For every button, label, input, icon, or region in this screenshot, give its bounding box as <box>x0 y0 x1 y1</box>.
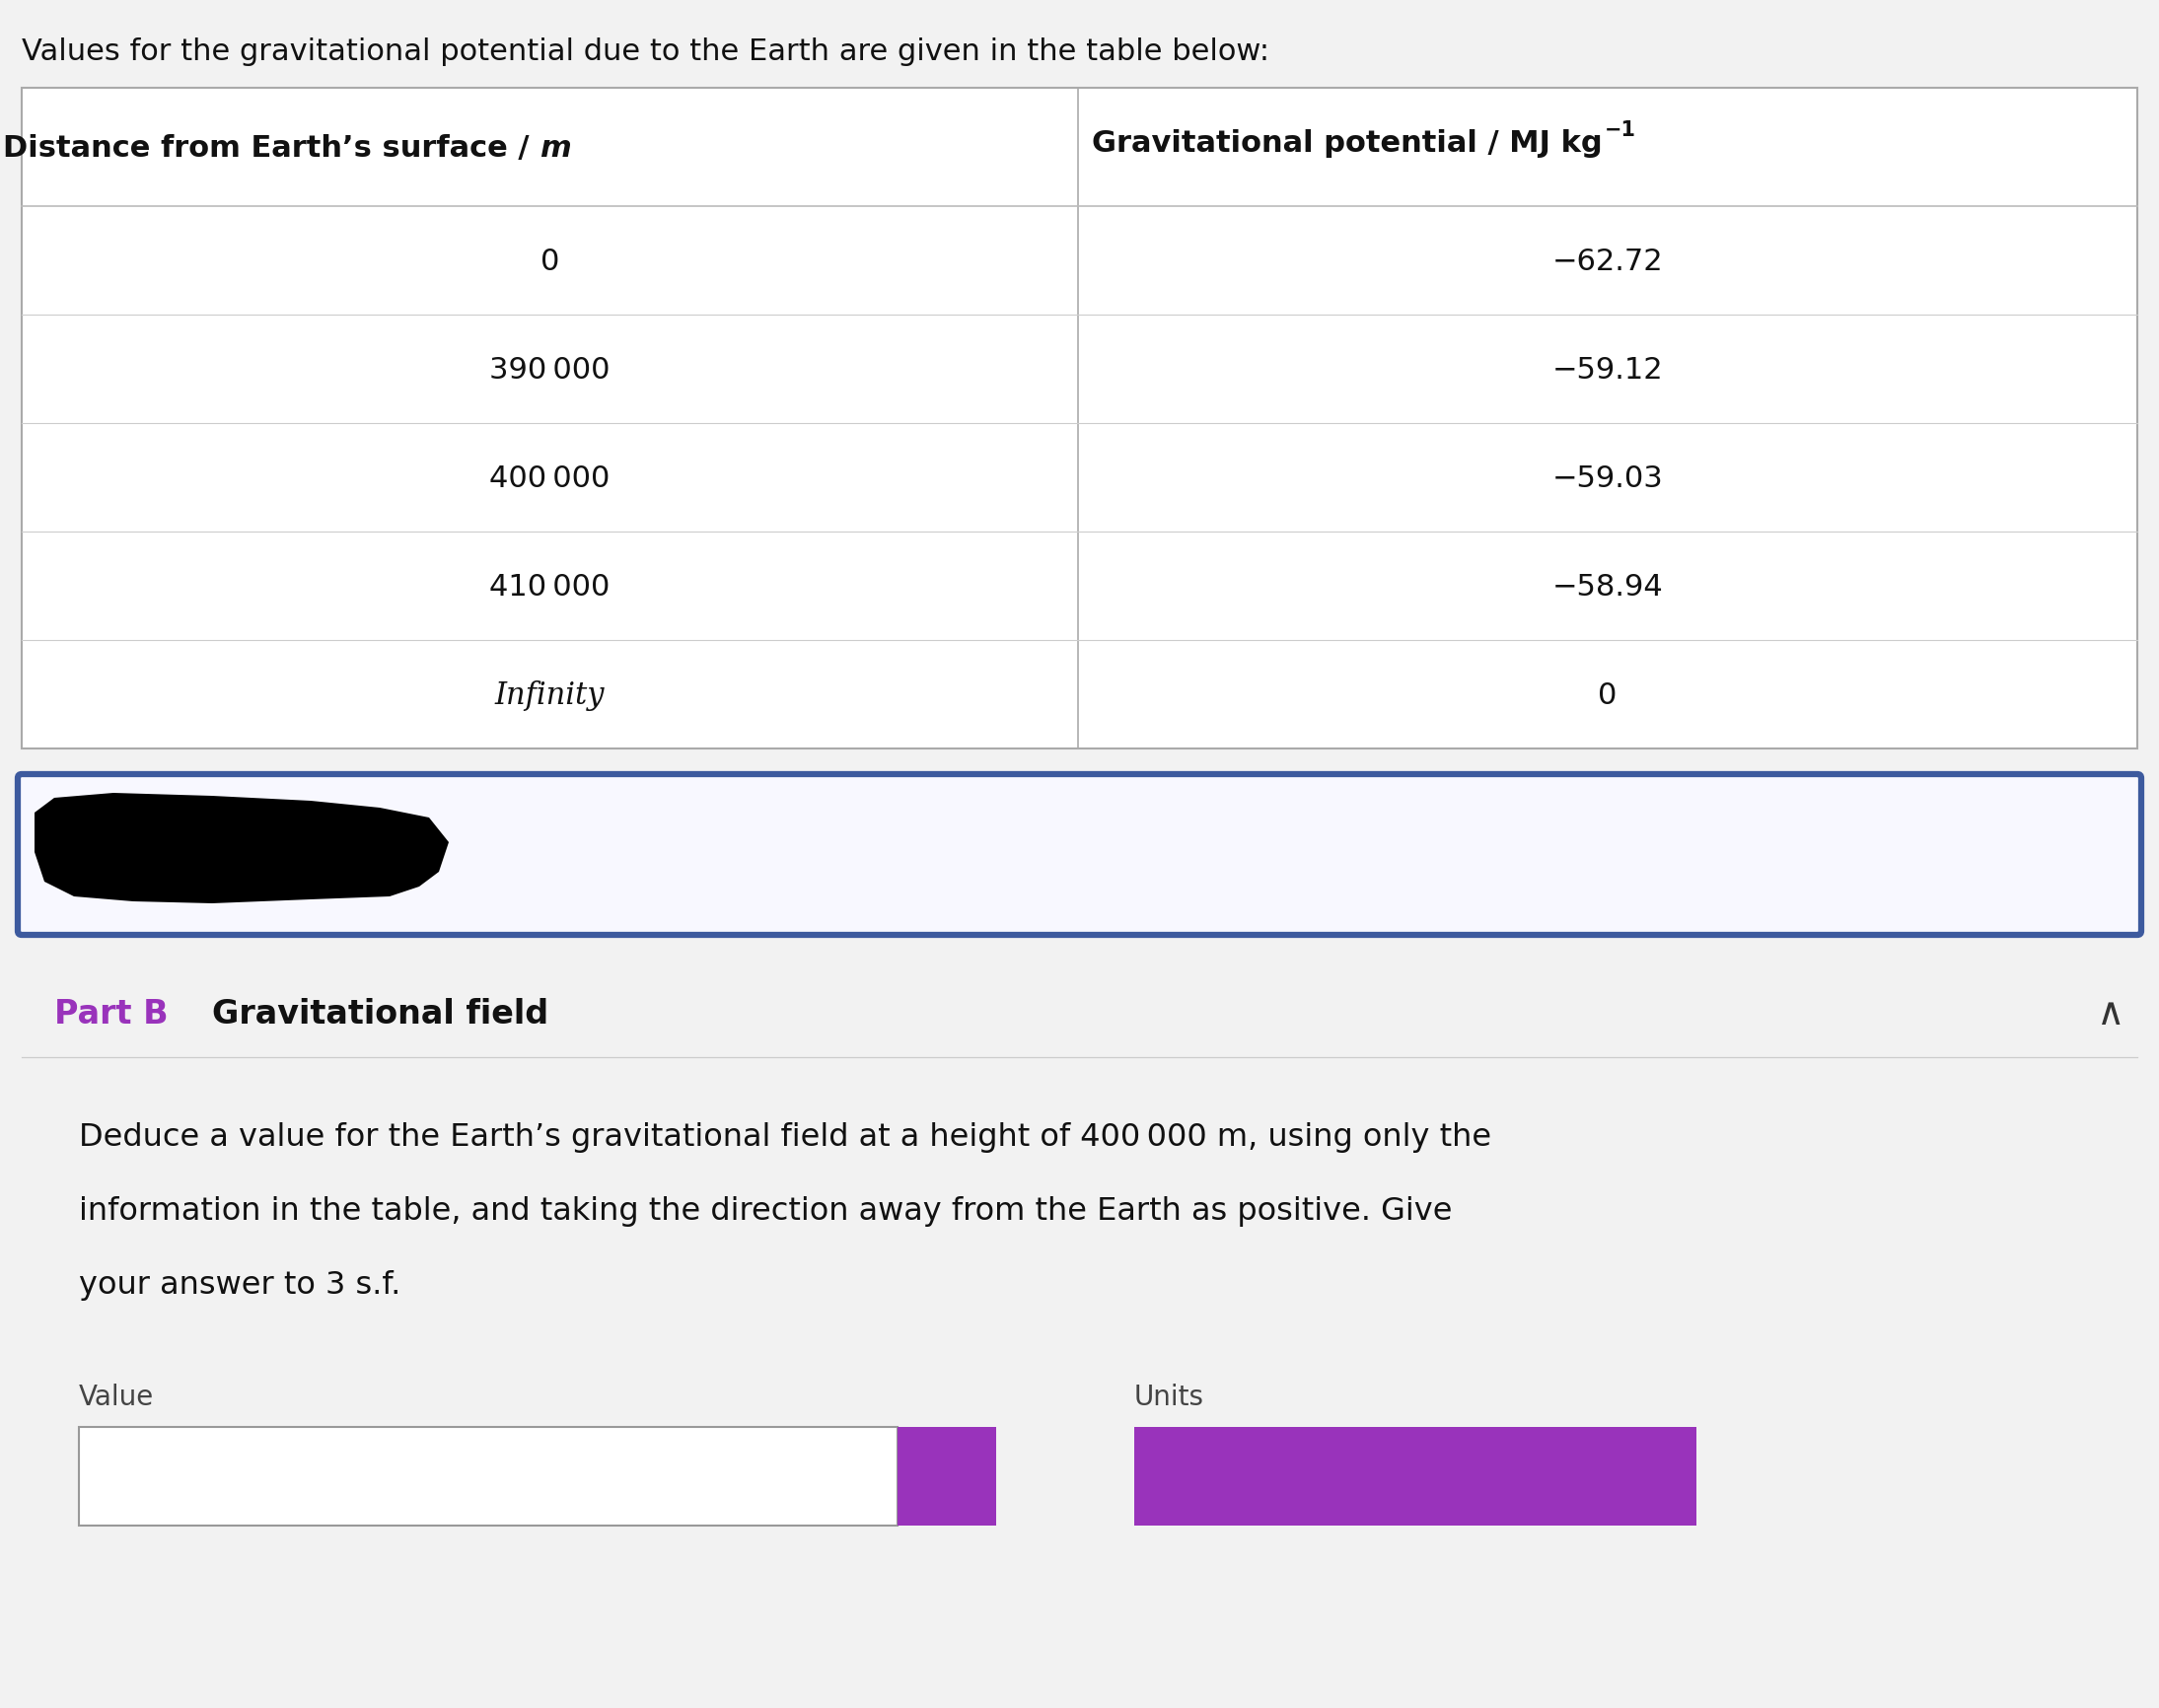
Bar <box>898 1428 995 1525</box>
Text: −1: −1 <box>1604 120 1637 140</box>
Text: Units: Units <box>1133 1383 1205 1411</box>
Text: Value: Value <box>80 1383 153 1411</box>
Text: ›: › <box>2077 837 2096 881</box>
Text: Gravitational potential / MJ kg: Gravitational potential / MJ kg <box>1092 128 1602 157</box>
Text: 390 000: 390 000 <box>490 355 611 384</box>
Text: information in the table, and taking the direction away from the Earth as positi: information in the table, and taking the… <box>80 1196 1453 1226</box>
Polygon shape <box>35 794 449 904</box>
Text: Distance from Earth’s surface /: Distance from Earth’s surface / <box>4 133 540 162</box>
Text: N kg: N kg <box>1308 1464 1401 1498</box>
Bar <box>22 89 2137 750</box>
Text: ✓: ✓ <box>2017 839 2047 871</box>
Bar <box>1133 1428 1697 1525</box>
Text: ∧: ∧ <box>2096 994 2124 1032</box>
Text: Infinity: Infinity <box>494 680 605 711</box>
FancyBboxPatch shape <box>17 775 2142 936</box>
Text: ?: ? <box>937 1460 956 1493</box>
Text: −59.03: −59.03 <box>1552 463 1662 492</box>
Text: 400 000: 400 000 <box>490 463 611 492</box>
Text: Gravitational field: Gravitational field <box>212 997 548 1030</box>
Text: your answer to 3 s.f.: your answer to 3 s.f. <box>80 1269 402 1300</box>
Text: −1: −1 <box>1406 1454 1440 1476</box>
Text: −58.94: −58.94 <box>1552 572 1662 601</box>
Text: 0: 0 <box>1598 680 1617 709</box>
Text: Values for the gravitational potential due to the Earth are given in the table b: Values for the gravitational potential d… <box>22 38 1269 67</box>
Text: Part B: Part B <box>54 997 168 1030</box>
Text: −62.72: −62.72 <box>1552 248 1662 275</box>
Text: −59.12: −59.12 <box>1552 355 1662 384</box>
Text: Deduce a value for the Earth’s gravitational field at a height of 400 000 m, usi: Deduce a value for the Earth’s gravitati… <box>80 1122 1492 1153</box>
Text: m: m <box>540 133 572 162</box>
Text: 0: 0 <box>540 248 559 275</box>
Bar <box>80 1428 898 1525</box>
Text: 410 000: 410 000 <box>490 572 611 601</box>
